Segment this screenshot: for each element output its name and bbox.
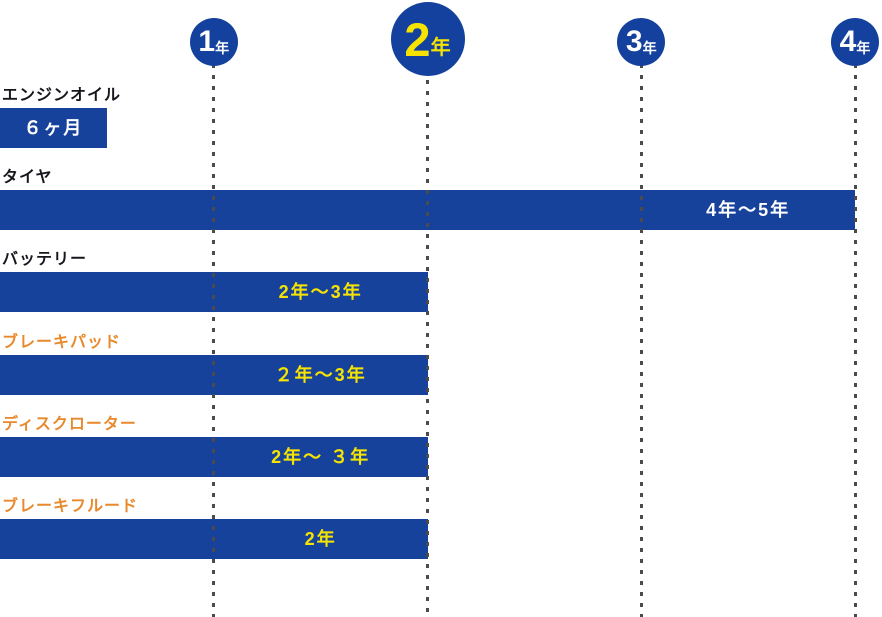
year-marker-suffix: 年 <box>856 40 871 56</box>
duration-value: 2年 <box>304 529 337 549</box>
year-gridline-4 <box>853 64 857 617</box>
duration-value: ２年〜3年 <box>274 365 367 385</box>
year-marker-number: 3 <box>625 25 643 58</box>
row-label-3: ブレーキパッド <box>2 334 122 351</box>
year-marker-number: 4 <box>839 25 857 58</box>
row-label-1: タイヤ <box>2 169 53 186</box>
duration-value: 2年〜 ３年 <box>271 447 371 467</box>
year-marker-number: 1 <box>198 25 216 58</box>
year-marker-suffix: 年 <box>642 40 657 56</box>
row-label-5: ブレーキフルード <box>2 498 139 515</box>
year-marker-suffix: 年 <box>215 40 230 56</box>
duration-value: 2年〜3年 <box>278 282 363 302</box>
row-label-2: バッテリー <box>2 251 88 268</box>
duration-value: 4年〜5年 <box>706 200 791 220</box>
year-marker-number: 2 <box>404 12 431 66</box>
row-label-0: エンジンオイル <box>2 87 122 104</box>
year-gridline-3 <box>639 64 643 617</box>
row-label-4: ディスクローター <box>2 416 137 433</box>
year-gridline-1 <box>212 64 216 617</box>
duration-value: ６ヶ月 <box>23 118 84 138</box>
year-gridline-2 <box>426 80 429 617</box>
duration-bar-0: ６ヶ月 <box>0 108 107 148</box>
year-marker-suffix: 年 <box>430 37 451 59</box>
